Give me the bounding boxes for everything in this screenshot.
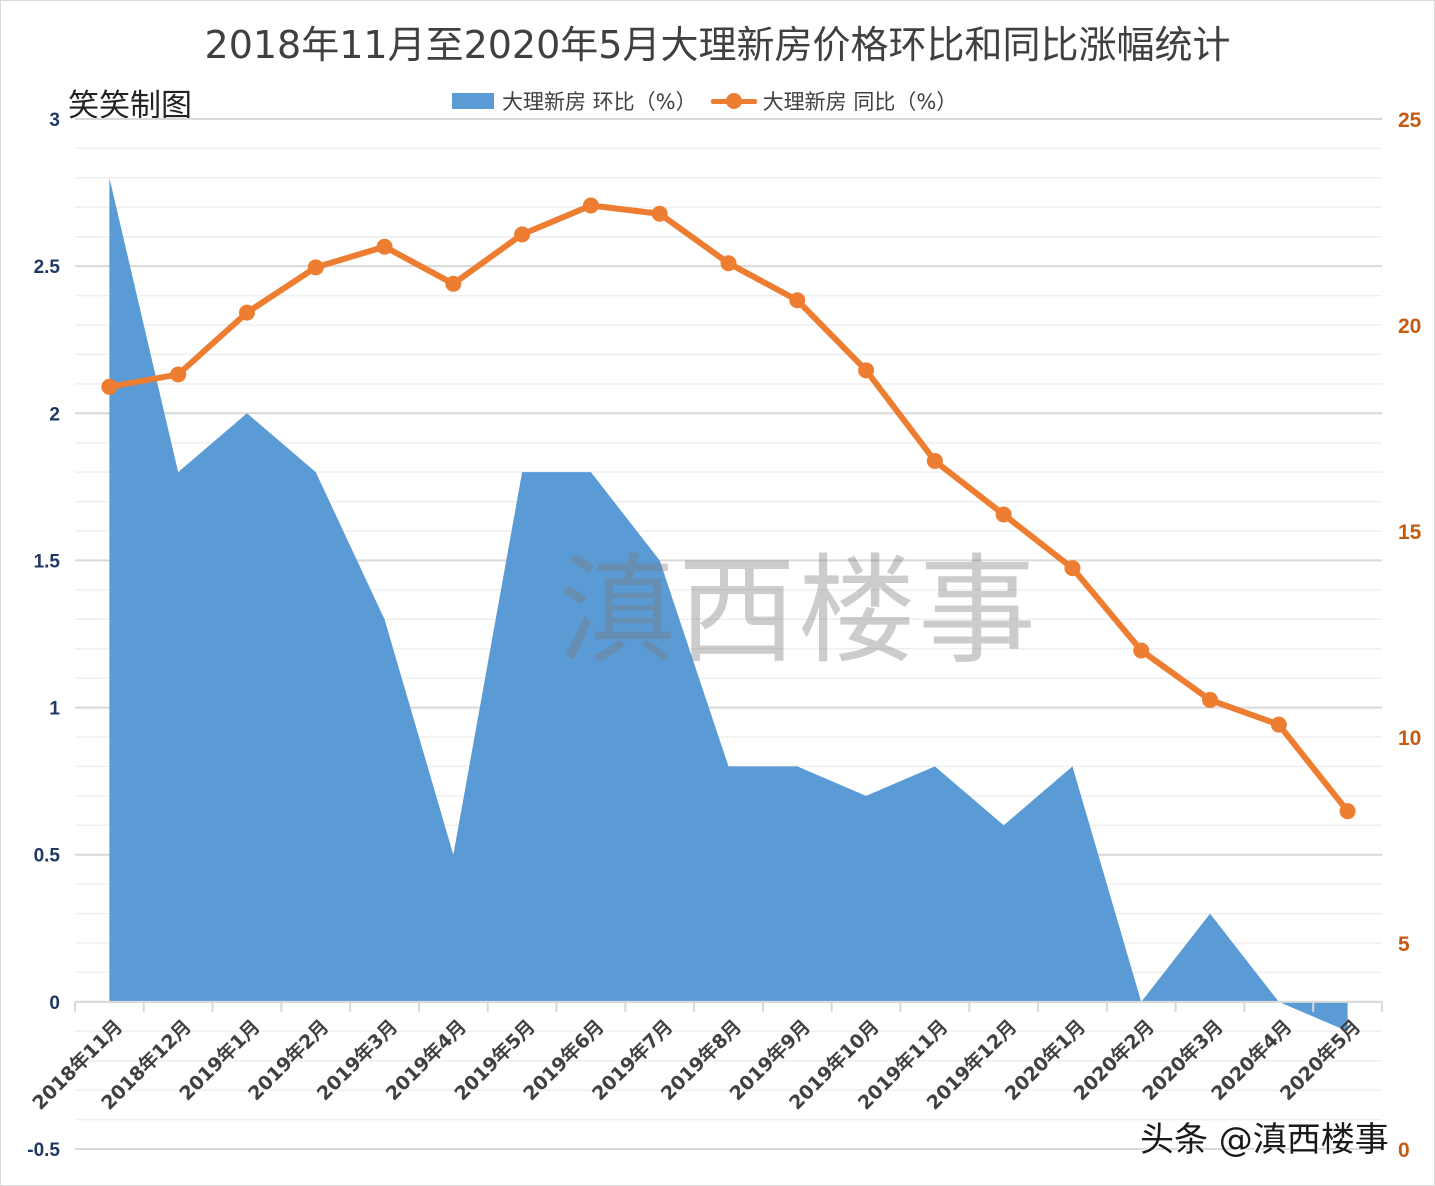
right-axis-tick-label: 25 (1398, 109, 1422, 132)
yoy-marker (1202, 691, 1219, 708)
left-y-axis: -0.5 0 0.5 1 1.5 2 2.5 3 (27, 110, 60, 1161)
chart-title: 2018年11月至2020年5月大理新房价格环比和同比涨幅统计 (204, 23, 1231, 67)
yoy-marker (1270, 716, 1287, 733)
yoy-marker (101, 378, 118, 395)
yoy-line-series (101, 197, 1356, 820)
chart-legend: 大理新房 环比（%） 大理新房 同比（%） (452, 86, 957, 116)
right-axis-tick-label: 10 (1398, 727, 1421, 750)
line-marker-icon (710, 93, 757, 109)
yoy-marker (995, 506, 1012, 523)
right-axis-tick-label: 5 (1398, 933, 1410, 956)
mom-area (109, 177, 1348, 1032)
area-swatch-icon (452, 93, 494, 109)
yoy-marker (238, 304, 255, 321)
left-axis-tick-label: 0 (49, 993, 60, 1014)
left-axis-tick-label: 2.5 (34, 257, 61, 278)
right-axis-tick-label: 15 (1398, 521, 1422, 544)
mom-area-series (109, 177, 1348, 1032)
right-axis-tick-label: 0 (1398, 1139, 1410, 1162)
left-axis-tick-label: 1 (49, 699, 60, 720)
yoy-marker (307, 259, 324, 276)
right-axis-tick-label: 20 (1398, 315, 1421, 338)
yoy-marker (651, 205, 668, 222)
left-axis-tick-label: 2 (49, 404, 60, 425)
left-axis-tick-label: 0.5 (34, 846, 61, 867)
yoy-marker (789, 292, 806, 309)
legend-label-mom: 大理新房 环比（%） (502, 90, 697, 114)
left-axis-tick-label: 3 (49, 110, 60, 131)
yoy-marker (376, 238, 393, 255)
yoy-marker (1064, 560, 1081, 577)
left-axis-tick-label: -0.5 (27, 1140, 60, 1161)
credit-text: 头条 @滇西楼事 (1140, 1120, 1389, 1160)
legend-label-yoy: 大理新房 同比（%） (762, 90, 958, 114)
x-axis (74, 1000, 1383, 1012)
yoy-marker (445, 275, 462, 292)
right-y-axis: 0 5 10 15 20 25 (1398, 109, 1422, 1162)
x-axis-labels: 2018年11月2018年12月2019年1月2019年2月2019年3月201… (28, 1015, 1365, 1114)
yoy-marker (514, 226, 531, 243)
yoy-marker (720, 255, 737, 272)
watermark-text: 滇西楼事 (558, 542, 1039, 680)
left-axis-tick-label: 1.5 (34, 551, 61, 572)
yoy-marker (926, 452, 943, 469)
yoy-marker (1339, 803, 1356, 820)
yoy-marker (582, 197, 599, 214)
yoy-marker (858, 362, 875, 379)
yoy-marker (170, 366, 187, 383)
yoy-marker (1133, 642, 1150, 659)
